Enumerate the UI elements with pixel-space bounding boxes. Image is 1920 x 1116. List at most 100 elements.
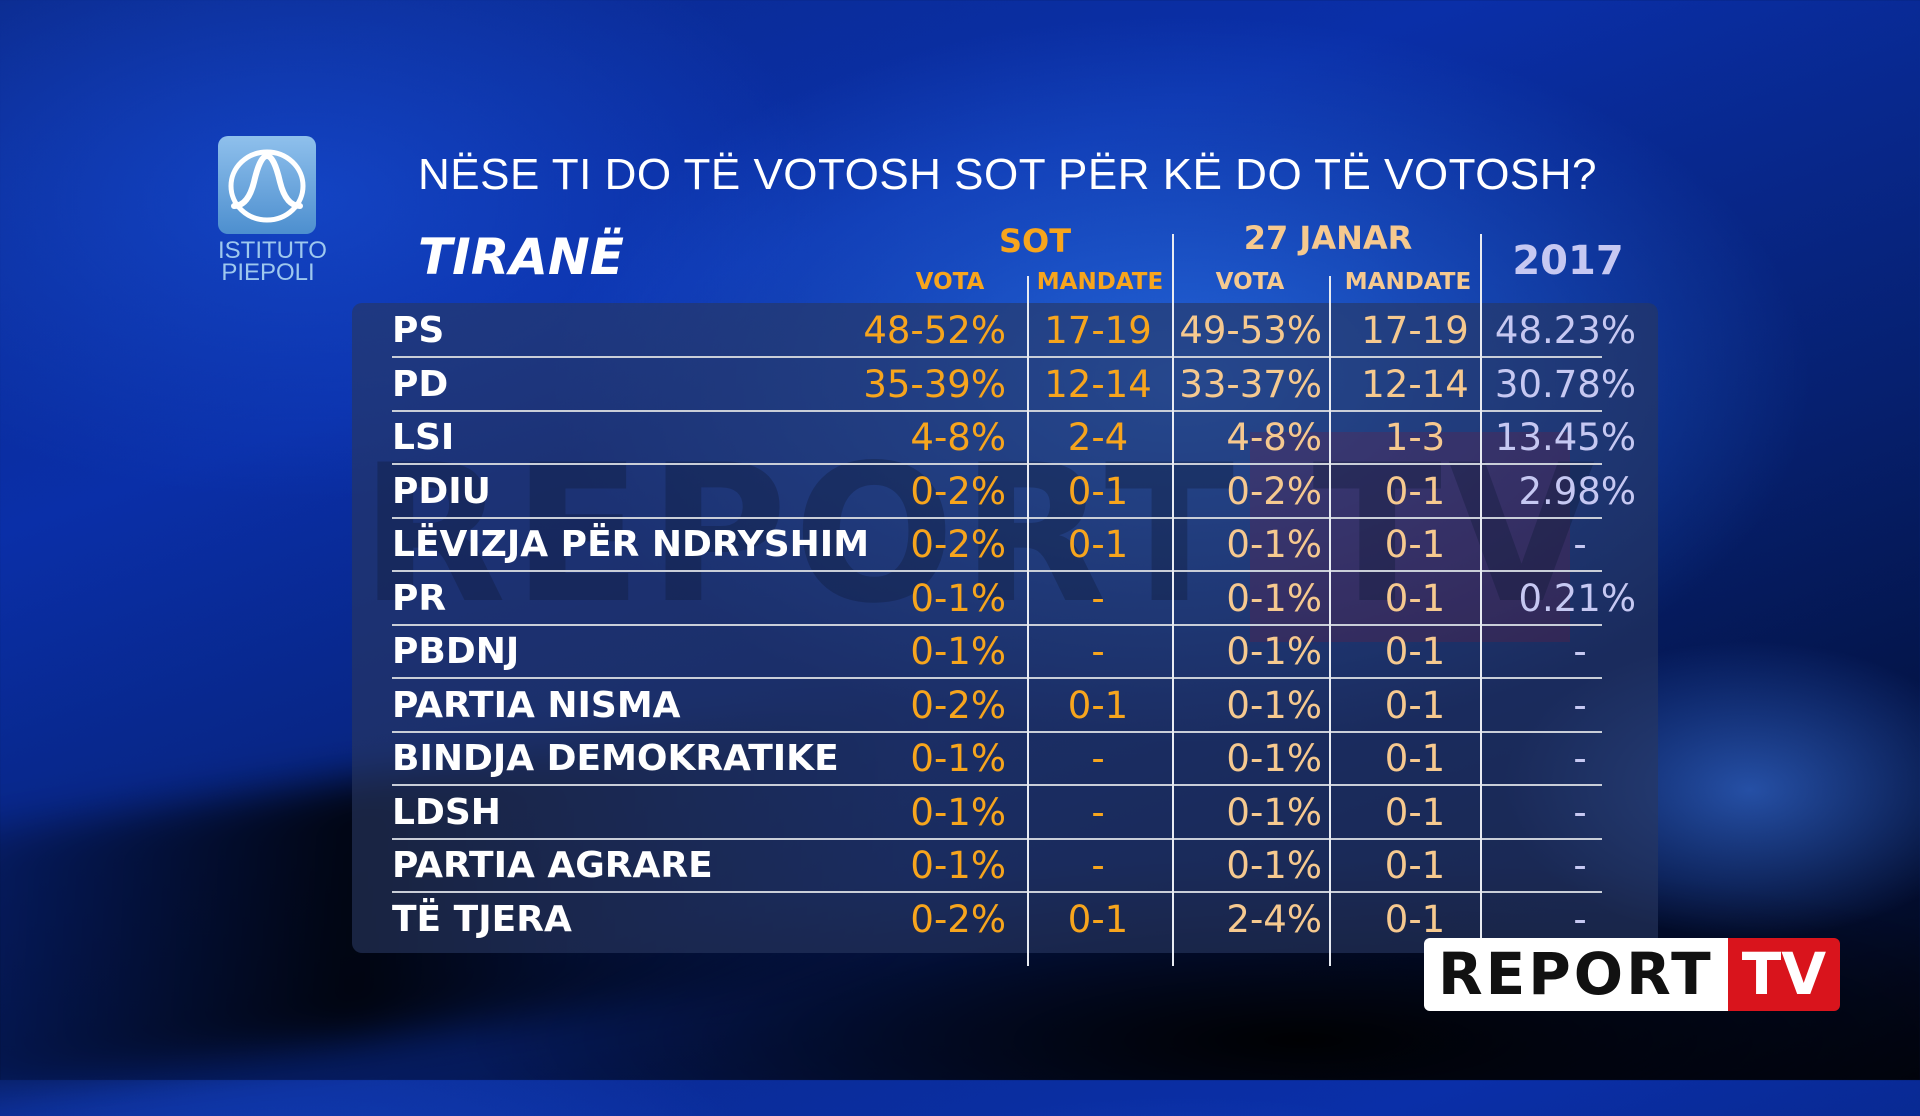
table-row: LDSH 0-1% - 0-1% 0-1 - xyxy=(392,787,1602,840)
janar-vota: 49-53% xyxy=(1179,309,1322,352)
watermark-red-block xyxy=(1250,432,1570,642)
2017-result: - xyxy=(1573,523,1587,566)
report-tv-logo: REPORT TV xyxy=(1424,938,1841,1011)
column-divider-2017 xyxy=(1480,234,1482,966)
janar-mandate: 0-1 xyxy=(1384,737,1446,780)
party-name: PS xyxy=(392,310,445,351)
table-row: LSI 4-8% 2-4 4-8% 1-3 13.45% xyxy=(392,412,1636,465)
janar-mandate: 0-1 xyxy=(1384,523,1446,566)
2017-result: - xyxy=(1573,683,1587,727)
janar-vota: 4-8% xyxy=(1226,416,1322,459)
janar-vota: 0-1% xyxy=(1226,576,1322,620)
party-name: PARTIA AGRARE xyxy=(392,845,713,886)
istituto-piepoli-logo: ISTITUTO PIEPOLI xyxy=(218,136,327,286)
report-tv-watermark: REPORT TV xyxy=(360,424,1602,645)
party-name: PD xyxy=(392,363,449,405)
janar-mandate: 0-1 xyxy=(1384,576,1446,620)
janar-mandate: 0-1 xyxy=(1384,897,1446,941)
2017-result: - xyxy=(1573,630,1587,673)
party-name: PBDNJ xyxy=(392,631,520,672)
party-name: LDSH xyxy=(392,791,501,833)
party-name: PARTIA NISMA xyxy=(392,684,681,726)
sot-mandate: 17-19 xyxy=(1044,309,1152,352)
2017-result: 2.98% xyxy=(1518,469,1636,513)
header-sot-mandate: MANDATE xyxy=(1036,269,1164,295)
janar-vota: 2-4% xyxy=(1226,897,1322,941)
city-title: TIRANË xyxy=(418,228,624,286)
column-divider-janar-mandate xyxy=(1329,276,1331,966)
sot-mandate: 0-1 xyxy=(1067,897,1129,941)
party-name: PDIU xyxy=(392,470,491,512)
sot-vota: 0-1% xyxy=(910,576,1006,620)
janar-vota: 0-1% xyxy=(1226,737,1322,780)
janar-vota: 0-1% xyxy=(1226,790,1322,834)
janar-mandate: 0-1 xyxy=(1384,469,1446,513)
header-2017: 2017 xyxy=(1512,238,1624,284)
column-divider-janar xyxy=(1172,234,1174,966)
row-separator xyxy=(392,623,1602,626)
sot-vota: 0-1% xyxy=(910,630,1006,673)
sot-vota: 0-2% xyxy=(910,469,1006,513)
logo-text: ISTITUTO PIEPOLI xyxy=(218,239,327,286)
sot-mandate: 0-1 xyxy=(1067,683,1129,727)
table-row: LËVIZJA PËR NDRYSHIM 0-2% 0-1 0-1% 0-1 - xyxy=(392,519,1602,572)
janar-mandate: 0-1 xyxy=(1384,683,1446,727)
sot-vota: 0-2% xyxy=(910,683,1006,727)
row-separator xyxy=(392,837,1602,840)
party-name: LSI xyxy=(392,417,455,458)
sot-mandate: 2-4 xyxy=(1067,416,1129,459)
header-janar-mandate: MANDATE xyxy=(1344,269,1472,295)
sot-mandate: - xyxy=(1091,737,1105,780)
table-row: PBDNJ 0-1% - 0-1% 0-1 - xyxy=(392,626,1602,679)
table-row: PS 48-52% 17-19 49-53% 17-19 48.23% xyxy=(392,305,1636,358)
sot-mandate: 12-14 xyxy=(1044,362,1152,406)
sot-vota: 0-1% xyxy=(910,790,1006,834)
table-row: PARTIA AGRARE 0-1% - 0-1% 0-1 - xyxy=(392,840,1602,893)
header-janar-vota: VOTA xyxy=(1215,269,1285,295)
report-tv-logo-tv: TV xyxy=(1727,938,1841,1011)
janar-mandate: 0-1 xyxy=(1384,630,1446,673)
janar-mandate: 17-19 xyxy=(1361,309,1469,352)
poll-question: NËSE TI DO TË VOTOSH SOT PËR KË DO TË VO… xyxy=(418,150,1598,199)
logo-line2: PIEPOLI xyxy=(221,259,315,286)
sot-vota: 0-1% xyxy=(910,844,1006,887)
row-separator xyxy=(392,409,1602,412)
sot-mandate: - xyxy=(1091,576,1105,620)
2017-result: - xyxy=(1573,737,1587,780)
janar-mandate: 0-1 xyxy=(1384,844,1446,887)
janar-mandate: 1-3 xyxy=(1384,416,1446,459)
table-row: PR 0-1% - 0-1% 0-1 0.21% xyxy=(392,573,1636,626)
janar-vota: 0-1% xyxy=(1226,844,1322,887)
report-tv-logo-report: REPORT xyxy=(1424,938,1728,1011)
table-row: PD 35-39% 12-14 33-37% 12-14 30.78% xyxy=(392,359,1636,412)
sot-mandate: 0-1 xyxy=(1067,469,1129,513)
janar-vota: 0-1% xyxy=(1226,523,1322,566)
row-separator xyxy=(392,891,1602,893)
janar-vota: 0-2% xyxy=(1226,469,1322,513)
row-separator xyxy=(392,784,1602,786)
row-separator xyxy=(392,730,1602,733)
header-sot-vota: VOTA xyxy=(915,269,985,295)
row-separator xyxy=(392,463,1602,465)
sot-mandate: 0-1 xyxy=(1067,523,1129,566)
2017-result: 13.45% xyxy=(1494,416,1636,459)
header-27-janar: 27 JANAR xyxy=(1243,219,1413,257)
sot-mandate: - xyxy=(1091,844,1105,887)
2017-result: 48.23% xyxy=(1494,309,1636,352)
janar-vota: 0-1% xyxy=(1226,683,1322,727)
janar-mandate: 0-1 xyxy=(1384,790,1446,834)
table-row: TË TJERA 0-2% 0-1 2-4% 0-1 - xyxy=(392,894,1602,947)
janar-vota: 33-37% xyxy=(1179,362,1322,406)
sot-mandate: - xyxy=(1091,630,1105,673)
row-separator xyxy=(392,356,1602,358)
row-separator xyxy=(392,516,1602,519)
column-divider-sot xyxy=(1027,276,1029,966)
sot-mandate: - xyxy=(1091,790,1105,834)
sot-vota: 4-8% xyxy=(910,416,1006,459)
party-name: LËVIZJA PËR NDRYSHIM xyxy=(392,524,870,565)
2017-result: - xyxy=(1573,844,1587,887)
party-name: BINDJA DEMOKRATIKE xyxy=(392,738,839,779)
header-sot: SOT xyxy=(998,222,1072,260)
janar-vota: 0-1% xyxy=(1226,630,1322,673)
piepoli-logo-icon xyxy=(218,136,316,234)
